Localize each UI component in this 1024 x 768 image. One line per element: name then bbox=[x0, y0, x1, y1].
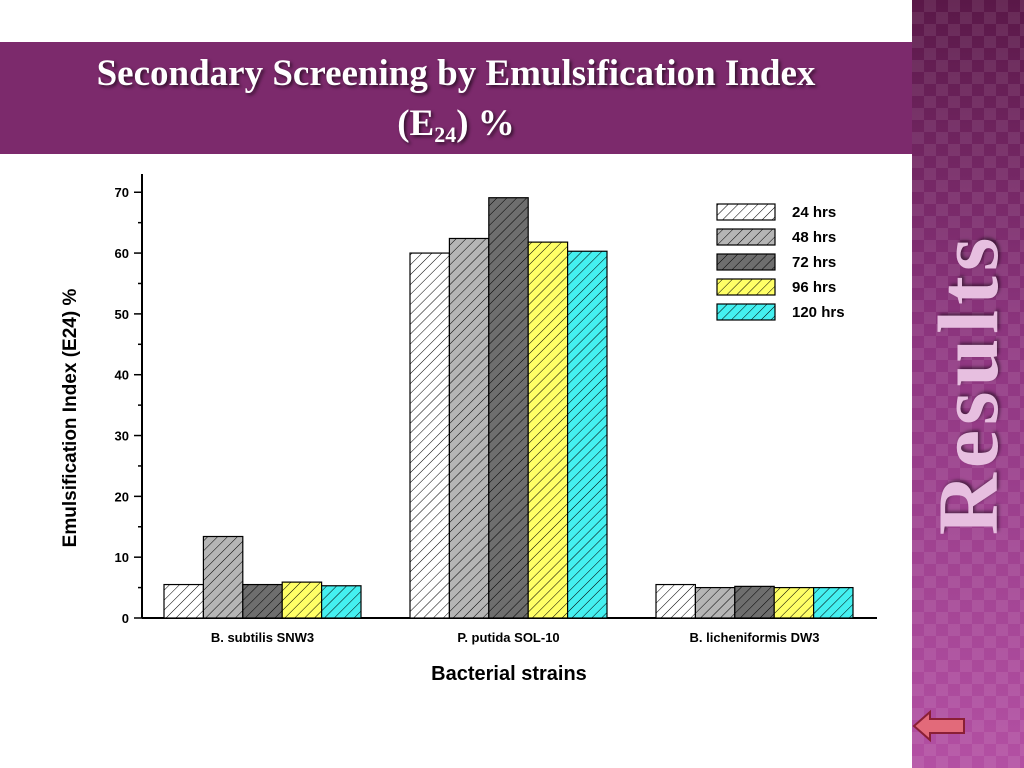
slide-title-subline: (E24) % bbox=[0, 102, 912, 148]
legend-label: 120 hrs bbox=[792, 304, 845, 321]
bar bbox=[409, 252, 451, 619]
y-tick-label: 30 bbox=[115, 429, 129, 444]
title-band bbox=[0, 42, 912, 154]
bar bbox=[448, 237, 490, 619]
bar bbox=[163, 583, 205, 619]
legend: 24 hrs 48 hrs 72 hrs 96 hrs 120 hrs bbox=[716, 203, 845, 321]
x-tick-label: B. licheniformis DW3 bbox=[689, 630, 819, 645]
legend-swatch bbox=[716, 203, 776, 221]
bar bbox=[734, 585, 775, 619]
x-tick-label: P. putida SOL-10 bbox=[457, 630, 559, 645]
y-tick-label: 20 bbox=[115, 489, 129, 504]
bar bbox=[281, 581, 323, 619]
bar bbox=[202, 535, 244, 619]
title-prefix: (E bbox=[397, 103, 435, 144]
legend-swatch bbox=[716, 253, 776, 271]
x-tick-label: B. subtilis SNW3 bbox=[211, 630, 314, 645]
bar-chart: 0 10 20 30 40 50 60 70 B. subtilis SNW3 P. putid… bbox=[60, 174, 877, 685]
bar bbox=[242, 583, 283, 619]
bar bbox=[655, 583, 697, 619]
bar bbox=[773, 586, 815, 619]
back-arrow-icon[interactable] bbox=[912, 708, 968, 744]
y-tick-label: 40 bbox=[115, 368, 129, 383]
bar bbox=[321, 585, 362, 619]
title-suffix: ) % bbox=[456, 103, 515, 144]
bar bbox=[694, 586, 736, 619]
legend-label: 24 hrs bbox=[792, 204, 836, 221]
x-axis-label: Bacterial strains bbox=[431, 663, 587, 685]
y-tick-label: 60 bbox=[115, 246, 129, 261]
y-axis-label: Emulsification Index (E24) % bbox=[60, 289, 81, 548]
bars bbox=[163, 197, 854, 619]
bar bbox=[812, 586, 854, 619]
y-tick-label: 50 bbox=[115, 307, 129, 322]
slide-title: Secondary Screening by Emulsification In… bbox=[96, 53, 816, 94]
legend-label: 48 hrs bbox=[792, 229, 836, 246]
bar bbox=[566, 250, 608, 619]
category-labels: B. subtilis SNW3 P. putida SOL-10 B. liche… bbox=[211, 630, 820, 645]
bar bbox=[527, 241, 569, 619]
bar bbox=[488, 197, 529, 619]
y-tick-label: 70 bbox=[115, 185, 129, 200]
section-label: Results bbox=[920, 232, 1016, 536]
side-panel bbox=[912, 0, 1024, 768]
legend-label: 72 hrs bbox=[792, 254, 836, 271]
legend-swatch bbox=[716, 303, 776, 321]
legend-swatch bbox=[716, 278, 776, 296]
legend-swatch bbox=[716, 228, 776, 246]
title-subscript: 24 bbox=[434, 122, 457, 147]
y-tick-label: 10 bbox=[115, 550, 129, 565]
legend-label: 96 hrs bbox=[792, 279, 836, 296]
y-tick-label: 0 bbox=[122, 611, 129, 626]
